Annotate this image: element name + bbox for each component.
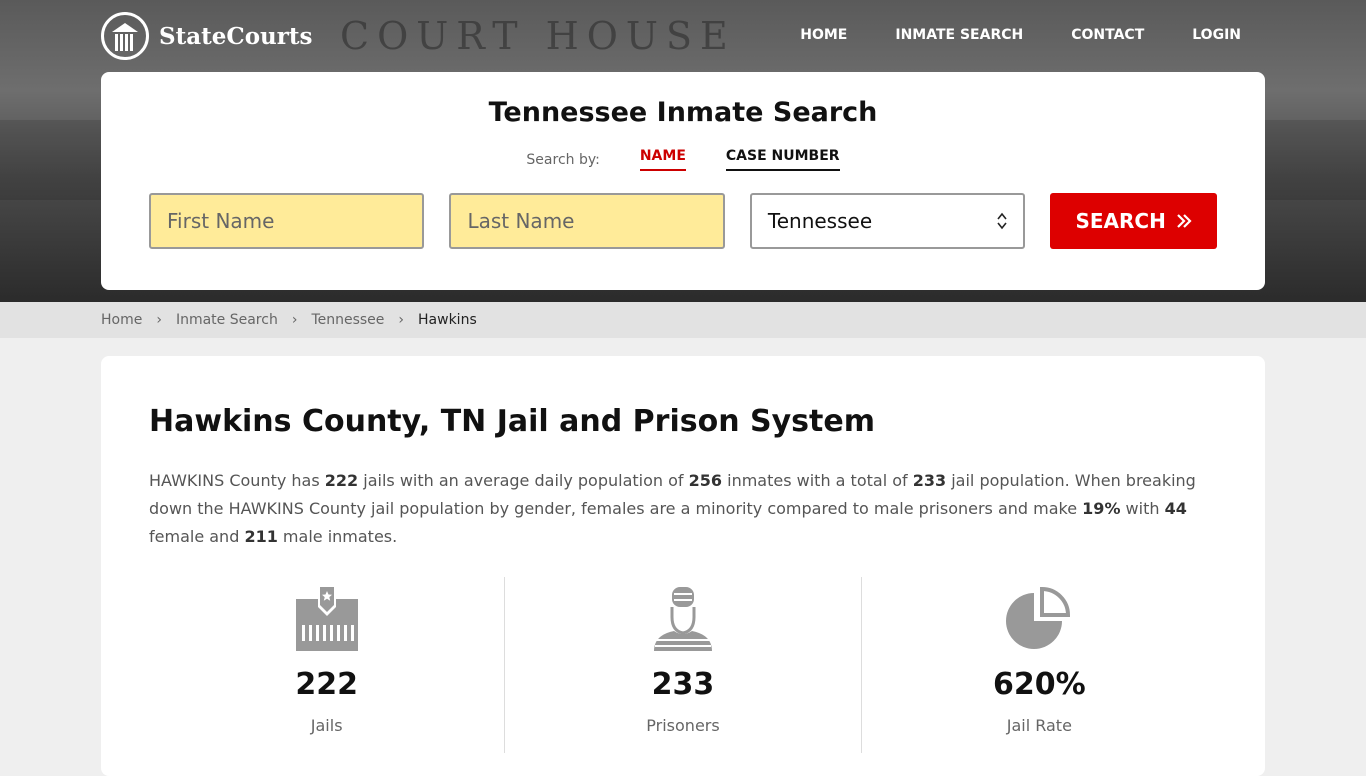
nav-contact[interactable]: CONTACT — [1071, 27, 1145, 43]
breadcrumb-current: Hawkins — [418, 312, 477, 328]
nav-inmate-search[interactable]: INMATE SEARCH — [895, 27, 1024, 43]
stat-jails: 222 Jails — [149, 577, 506, 753]
stat-jails-value: 222 — [295, 667, 358, 702]
first-name-input[interactable]: First Name — [149, 193, 425, 249]
state-select-value: Tennessee — [767, 209, 873, 233]
nav-login[interactable]: LOGIN — [1192, 27, 1241, 43]
nav-home[interactable]: HOME — [800, 27, 848, 43]
search-title: Tennessee Inmate Search — [488, 97, 878, 128]
breadcrumb-tennessee[interactable]: Tennessee — [311, 312, 385, 328]
hero-header: COURT HOUSE StateCourts HOME INMATE SEAR… — [0, 0, 1366, 302]
stat-jails-label: Jails — [310, 716, 343, 735]
content-card: Hawkins County, TN Jail and Prison Syste… — [101, 356, 1265, 776]
summary-paragraph: HAWKINS County has 222 jails with an ave… — [149, 471, 1196, 546]
search-card: Tennessee Inmate Search Search by: NAME … — [101, 72, 1265, 290]
search-button-label: SEARCH — [1075, 209, 1166, 233]
search-button[interactable]: SEARCH — [1050, 193, 1217, 249]
select-arrows-icon — [997, 212, 1007, 230]
pie-chart-icon — [1006, 586, 1071, 649]
chevron-right-icon: › — [398, 312, 405, 328]
tab-case-number[interactable]: CASE NUMBER — [725, 148, 840, 171]
hero-background-text: COURT HOUSE — [340, 14, 736, 58]
stat-jail-rate-value: 620% — [992, 667, 1086, 702]
stat-jail-rate-label: Jail Rate — [1006, 716, 1072, 735]
stat-prisoners: 233 Prisoners — [505, 577, 862, 753]
page-title: Hawkins County, TN Jail and Prison Syste… — [149, 404, 875, 439]
chevron-right-icon: › — [156, 312, 162, 328]
double-chevron-right-icon — [1177, 214, 1192, 228]
prisoner-icon — [653, 587, 712, 651]
courthouse-logo-icon — [101, 12, 149, 60]
last-name-input[interactable]: Last Name — [449, 193, 725, 249]
stat-jail-rate: 620% Jail Rate — [862, 577, 1217, 753]
jail-icon — [295, 587, 358, 651]
chevron-right-icon: › — [291, 312, 298, 328]
top-nav: HOME INMATE SEARCH CONTACT LOGIN — [800, 27, 1241, 43]
search-by-label: Search by: — [526, 151, 600, 168]
state-select[interactable]: Tennessee — [749, 193, 1026, 249]
tab-name[interactable]: NAME — [639, 148, 686, 171]
logo[interactable]: StateCourts — [101, 12, 312, 60]
brand-name: StateCourts — [159, 22, 313, 50]
stat-prisoners-label: Prisoners — [646, 716, 720, 735]
breadcrumb: Home › Inmate Search › Tennessee › Hawkins — [0, 302, 1366, 338]
stat-prisoners-value: 233 — [651, 667, 715, 702]
breadcrumb-home[interactable]: Home — [101, 312, 143, 328]
breadcrumb-inmate-search[interactable]: Inmate Search — [175, 312, 278, 328]
